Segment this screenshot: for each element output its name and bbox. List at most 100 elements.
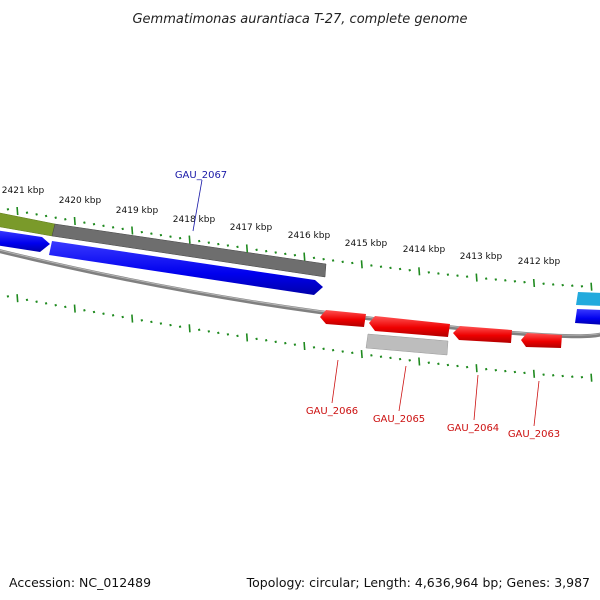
major-tick	[360, 260, 363, 269]
minor-tick	[571, 284, 574, 287]
minor-tick	[25, 211, 29, 214]
minor-tick	[551, 374, 555, 377]
minor-tick	[54, 303, 57, 307]
minor-tick	[274, 251, 277, 254]
minor-tick	[437, 272, 440, 275]
minor-tick	[284, 341, 287, 345]
minor-tick	[341, 350, 344, 353]
major-tick	[590, 373, 593, 382]
minor-tick	[437, 362, 440, 366]
minor-tick	[83, 309, 86, 312]
map-title: Gemmatimonas aurantiaca T-27, complete g…	[132, 12, 467, 27]
major-tick	[418, 357, 421, 366]
major-tick	[303, 341, 306, 351]
minor-tick	[494, 368, 498, 372]
minor-tick	[140, 230, 144, 234]
minor-tick	[150, 232, 153, 235]
minor-tick	[465, 365, 469, 369]
major-tick	[532, 278, 536, 288]
minor-tick	[159, 322, 163, 325]
leader-gau-2067	[192, 179, 203, 232]
minor-tick	[580, 375, 584, 379]
kbp-label: 2416 kbp	[288, 231, 331, 241]
minor-tick	[427, 271, 431, 274]
minor-tick	[207, 241, 211, 244]
leader-gau-2064	[473, 374, 479, 421]
gene-label-gau-2063[interactable]: GAU_2063	[508, 429, 560, 440]
major-tick	[188, 324, 191, 333]
minor-tick	[523, 280, 526, 284]
minor-tick	[121, 315, 124, 319]
minor-tick	[312, 256, 316, 260]
minor-tick	[217, 242, 220, 246]
minor-tick	[178, 325, 182, 328]
minor-tick	[284, 252, 287, 256]
gene-gau-2067-body	[51, 223, 327, 278]
minor-tick	[456, 364, 459, 368]
minor-tick	[111, 226, 115, 229]
kbp-label: 2412 kbp	[518, 257, 561, 267]
minor-tick	[44, 214, 48, 218]
minor-tick	[446, 363, 450, 367]
kbp-label: 2421 kbp	[2, 186, 45, 196]
gene-gau-2065-red	[369, 316, 450, 337]
minor-tick	[580, 285, 584, 288]
major-tick	[245, 333, 249, 342]
kbp-label: 2414 kbp	[403, 245, 446, 255]
major-tick	[360, 350, 363, 359]
leader-gau-2065	[398, 365, 407, 412]
minor-tick	[484, 277, 488, 280]
gene-label-gau-2067[interactable]: GAU_2067	[175, 170, 227, 181]
major-tick	[131, 226, 134, 235]
minor-tick	[226, 244, 230, 247]
minor-tick	[389, 266, 392, 270]
minor-tick	[322, 347, 325, 351]
leader-gau-2066	[331, 359, 339, 404]
minor-tick	[102, 224, 105, 228]
minor-tick	[6, 208, 10, 211]
major-tick	[475, 364, 478, 373]
leader-gau-2063	[533, 380, 540, 427]
minor-tick	[561, 374, 564, 378]
minor-tick	[370, 354, 373, 357]
minor-tick	[312, 346, 316, 349]
major-tick	[16, 294, 19, 303]
minor-tick	[83, 221, 86, 224]
minor-tick	[504, 369, 507, 373]
major-tick	[73, 216, 76, 226]
gene-label-gau-2065[interactable]: GAU_2065	[373, 414, 425, 425]
gene-blue-right	[575, 309, 600, 325]
reverse-scale-ticks	[6, 294, 593, 382]
major-tick	[188, 235, 191, 244]
minor-tick	[197, 239, 201, 243]
minor-tick	[6, 295, 10, 298]
minor-tick	[484, 367, 488, 371]
major-tick	[418, 267, 421, 276]
minor-tick	[331, 348, 335, 352]
topology-text: Topology: circular; Length: 4,636,964 bp…	[246, 575, 590, 590]
minor-tick	[561, 283, 564, 287]
gene-gau-2066	[320, 310, 366, 327]
minor-tick	[64, 218, 67, 221]
minor-tick	[178, 236, 182, 240]
major-tick	[245, 244, 249, 253]
major-tick	[131, 314, 134, 323]
minor-tick	[446, 273, 450, 276]
gene-label-gau-2066[interactable]: GAU_2066	[306, 406, 358, 417]
gene-label-gau-2064[interactable]: GAU_2064	[447, 423, 499, 434]
minor-tick	[217, 331, 220, 335]
minor-tick	[255, 337, 258, 341]
minor-tick	[427, 361, 431, 364]
minor-tick	[398, 357, 402, 361]
gene-cyan-right	[576, 292, 600, 306]
minor-tick	[398, 267, 402, 271]
minor-tick	[35, 300, 38, 303]
minor-tick	[25, 298, 29, 302]
kbp-label: 2413 kbp	[460, 252, 503, 262]
forward-scale-ticks	[6, 206, 593, 291]
minor-tick	[92, 310, 96, 314]
minor-tick	[293, 343, 297, 346]
minor-tick	[351, 261, 354, 265]
minor-tick	[571, 375, 574, 378]
